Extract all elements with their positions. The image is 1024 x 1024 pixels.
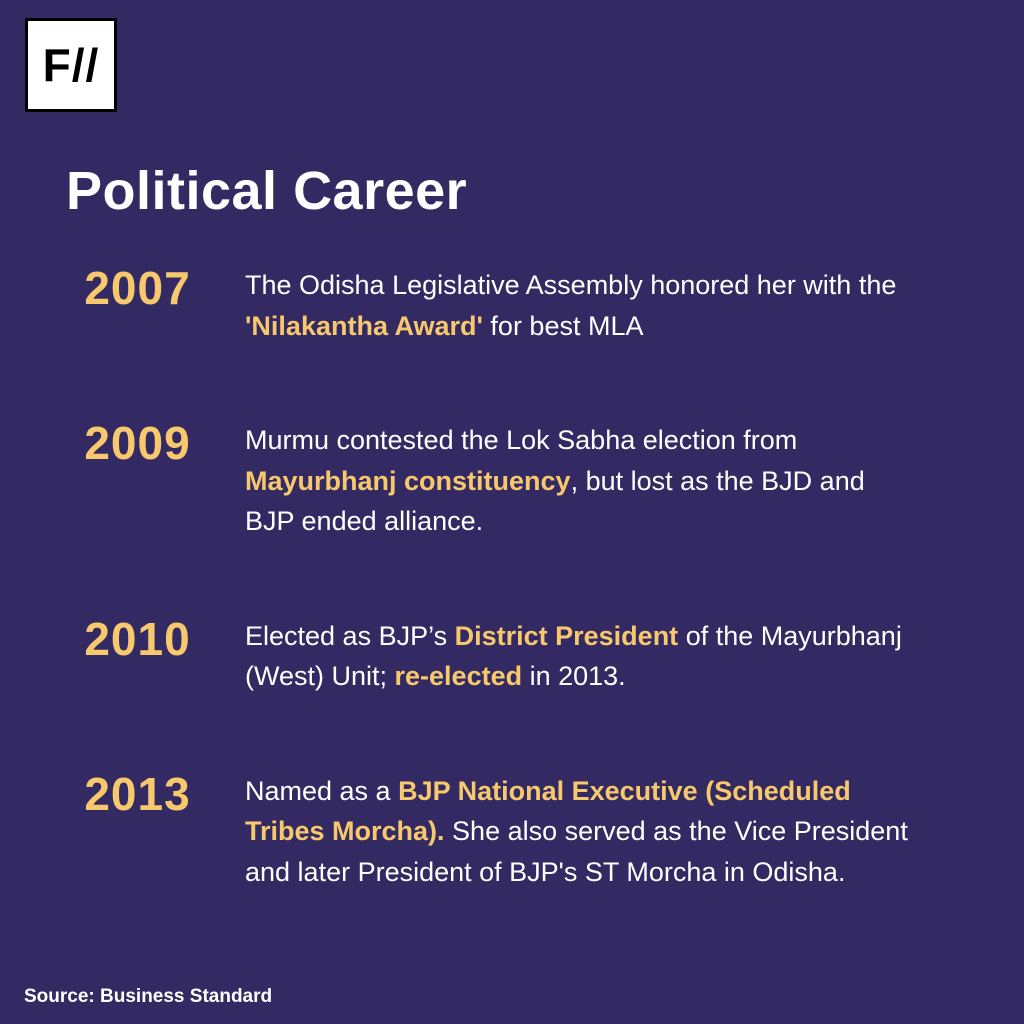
timeline-entry: 2007 The Odisha Legislative Assembly hono… bbox=[0, 265, 1024, 346]
plain-text: Named as a bbox=[245, 775, 399, 806]
plain-text: of the Mayurbhanj (West) Unit; bbox=[245, 620, 902, 692]
entry-year: 2007 bbox=[84, 262, 191, 314]
timeline-entry: 2009 Murmu contested the Lok Sabha electi… bbox=[0, 420, 1024, 542]
entry-text: Elected as BJP’s District President of t… bbox=[245, 616, 920, 697]
highlighted-text: Mayurbhanj constituency bbox=[245, 465, 571, 496]
page-title: Political Career bbox=[66, 161, 468, 221]
entry-text: Murmu contested the Lok Sabha election f… bbox=[245, 420, 920, 542]
plain-text: in 2013. bbox=[522, 661, 626, 691]
timeline: 2007 The Odisha Legislative Assembly hono… bbox=[0, 265, 1024, 892]
plain-text: , but lost as the BJD and BJP ended alli… bbox=[245, 465, 865, 537]
plain-text: She also served as the Vice President an… bbox=[245, 816, 908, 887]
plain-text: The Odisha Legislative Assembly honored … bbox=[245, 270, 897, 300]
highlighted-text: BJP National Executive (Scheduled Tribes… bbox=[245, 775, 851, 847]
entry-year: 2009 bbox=[84, 417, 191, 469]
entry-year: 2013 bbox=[84, 767, 191, 820]
timeline-entry: 2010 Elected as BJP’s District President … bbox=[0, 616, 1024, 697]
fii-logo-text: F// bbox=[42, 39, 100, 91]
timeline-entry: 2013 Named as a BJP National Executive (S… bbox=[0, 771, 1024, 893]
fii-logo: F// bbox=[25, 18, 117, 112]
plain-text: Elected as BJP’s bbox=[245, 620, 455, 651]
entry-text: The Odisha Legislative Assembly honored … bbox=[245, 265, 920, 346]
highlighted-text: re-elected bbox=[394, 661, 523, 691]
highlighted-text: District President bbox=[454, 620, 679, 651]
plain-text: for best MLA bbox=[482, 310, 644, 341]
entry-text: Named as a BJP National Executive (Sched… bbox=[245, 771, 920, 893]
highlighted-text: 'Nilakantha Award' bbox=[245, 310, 483, 341]
plain-text: Murmu contested the Lok Sabha election f… bbox=[245, 425, 798, 455]
source-credit: Source: Business Standard bbox=[24, 986, 273, 1007]
entry-year: 2010 bbox=[84, 612, 191, 665]
